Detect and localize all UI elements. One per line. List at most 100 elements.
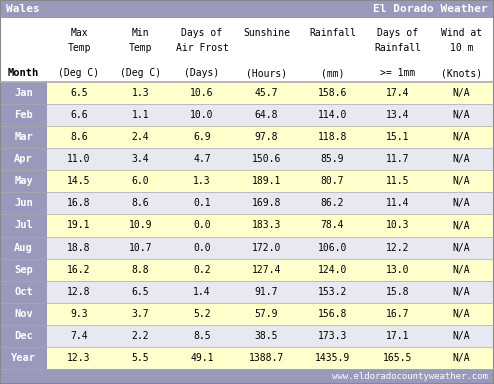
- Text: 6.6: 6.6: [70, 110, 88, 120]
- Text: Oct: Oct: [14, 287, 33, 297]
- Bar: [429, 192, 494, 214]
- Bar: [0, 303, 47, 325]
- Text: N/A: N/A: [453, 331, 470, 341]
- Bar: [47, 170, 111, 192]
- Text: 3.4: 3.4: [132, 154, 149, 164]
- Text: 8.8: 8.8: [132, 265, 149, 275]
- Bar: [234, 237, 299, 258]
- Bar: [111, 192, 170, 214]
- Text: N/A: N/A: [453, 309, 470, 319]
- Bar: [429, 170, 494, 192]
- Text: 12.8: 12.8: [67, 287, 91, 297]
- Bar: [47, 281, 111, 303]
- Text: 1.3: 1.3: [132, 88, 149, 98]
- Bar: [429, 214, 494, 237]
- Text: N/A: N/A: [453, 132, 470, 142]
- Text: 158.6: 158.6: [318, 88, 347, 98]
- Bar: [170, 82, 234, 104]
- Bar: [47, 192, 111, 214]
- Text: 6.9: 6.9: [193, 132, 211, 142]
- Bar: [366, 325, 429, 347]
- Text: 114.0: 114.0: [318, 110, 347, 120]
- Text: N/A: N/A: [453, 176, 470, 186]
- Text: 1.1: 1.1: [132, 110, 149, 120]
- Text: (Deg C): (Deg C): [120, 68, 161, 78]
- Text: N/A: N/A: [453, 220, 470, 230]
- Bar: [366, 303, 429, 325]
- Text: N/A: N/A: [453, 287, 470, 297]
- Text: 17.1: 17.1: [386, 331, 409, 341]
- Bar: [170, 192, 234, 214]
- Text: 150.6: 150.6: [252, 154, 281, 164]
- Text: May: May: [14, 176, 33, 186]
- Bar: [234, 258, 299, 281]
- Bar: [170, 303, 234, 325]
- Bar: [0, 214, 47, 237]
- Bar: [299, 192, 366, 214]
- Bar: [47, 214, 111, 237]
- Text: 1388.7: 1388.7: [249, 353, 284, 363]
- Text: 16.8: 16.8: [67, 199, 91, 209]
- Bar: [429, 258, 494, 281]
- Bar: [366, 237, 429, 258]
- Text: 8.6: 8.6: [70, 132, 88, 142]
- Bar: [429, 148, 494, 170]
- Bar: [299, 281, 366, 303]
- Bar: [0, 148, 47, 170]
- Text: Aug: Aug: [14, 243, 33, 253]
- Text: 64.8: 64.8: [255, 110, 278, 120]
- Text: Wind at: Wind at: [441, 28, 482, 38]
- Text: 91.7: 91.7: [255, 287, 278, 297]
- Text: N/A: N/A: [453, 353, 470, 363]
- Bar: [0, 281, 47, 303]
- Bar: [299, 104, 366, 126]
- Bar: [47, 325, 111, 347]
- Text: Min: Min: [132, 28, 149, 38]
- Bar: [366, 192, 429, 214]
- Bar: [299, 237, 366, 258]
- Bar: [111, 281, 170, 303]
- Bar: [0, 237, 47, 258]
- Text: 49.1: 49.1: [190, 353, 214, 363]
- Text: 86.2: 86.2: [321, 199, 344, 209]
- Bar: [47, 347, 111, 369]
- Text: www.eldoradocountyweather.com: www.eldoradocountyweather.com: [332, 372, 488, 381]
- Bar: [111, 214, 170, 237]
- Bar: [429, 347, 494, 369]
- Bar: [234, 325, 299, 347]
- Text: 5.2: 5.2: [193, 309, 211, 319]
- Text: 1435.9: 1435.9: [315, 353, 350, 363]
- Text: N/A: N/A: [453, 110, 470, 120]
- Bar: [429, 126, 494, 148]
- Bar: [170, 170, 234, 192]
- Bar: [234, 82, 299, 104]
- Bar: [299, 148, 366, 170]
- Bar: [0, 347, 47, 369]
- Text: 169.8: 169.8: [252, 199, 281, 209]
- Text: 10.3: 10.3: [386, 220, 409, 230]
- Bar: [47, 104, 111, 126]
- Bar: [234, 192, 299, 214]
- Text: 7.4: 7.4: [70, 331, 88, 341]
- Text: 12.3: 12.3: [67, 353, 91, 363]
- Text: 8.5: 8.5: [193, 331, 211, 341]
- Text: 3.7: 3.7: [132, 309, 149, 319]
- Text: (Deg C): (Deg C): [58, 68, 100, 78]
- Text: 10.7: 10.7: [129, 243, 152, 253]
- Bar: [0, 369, 494, 384]
- Text: 172.0: 172.0: [252, 243, 281, 253]
- Text: Feb: Feb: [14, 110, 33, 120]
- Bar: [111, 104, 170, 126]
- Bar: [429, 303, 494, 325]
- Text: 57.9: 57.9: [255, 309, 278, 319]
- Text: (mm): (mm): [321, 68, 344, 78]
- Bar: [366, 347, 429, 369]
- Bar: [299, 82, 366, 104]
- Bar: [366, 126, 429, 148]
- Text: 13.0: 13.0: [386, 265, 409, 275]
- Bar: [0, 192, 47, 214]
- Text: 183.3: 183.3: [252, 220, 281, 230]
- Text: 13.4: 13.4: [386, 110, 409, 120]
- Bar: [111, 258, 170, 281]
- Bar: [0, 18, 494, 64]
